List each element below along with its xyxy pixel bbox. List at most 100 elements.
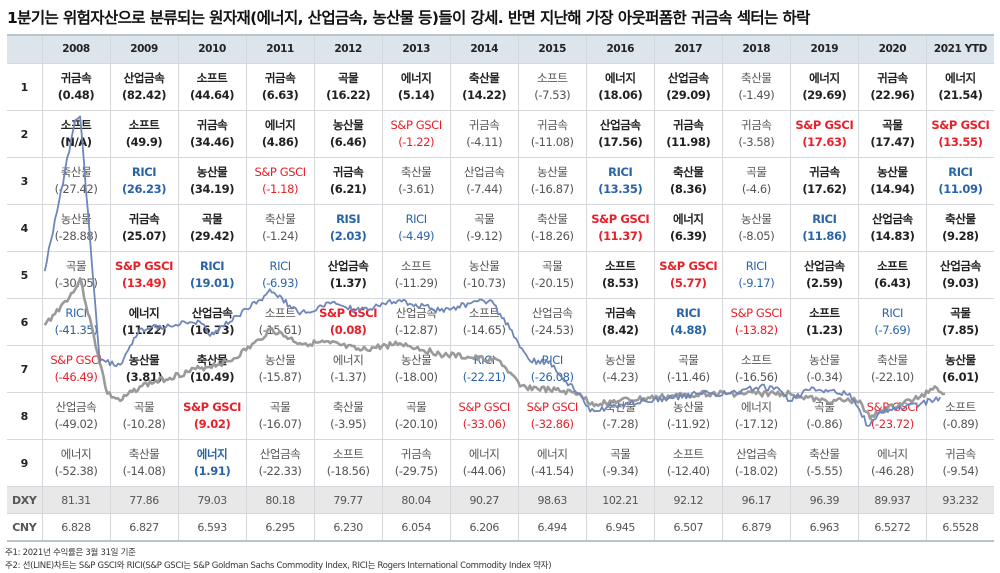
year-header: 2013 bbox=[381, 36, 450, 63]
sector-name: 산업금속 bbox=[940, 259, 981, 273]
sector-name: 소프트 bbox=[400, 259, 432, 273]
sector-return: (2.59) bbox=[806, 276, 843, 290]
sector-name: 곡물 bbox=[746, 165, 767, 179]
sector-cell: 농산물 (-10.73) bbox=[449, 252, 518, 298]
sector-return: (-10.73) bbox=[462, 276, 506, 290]
year-header: 2009 bbox=[109, 36, 178, 63]
sector-name: 귀금속 bbox=[468, 118, 500, 132]
sector-cell: 농산물 (-8.05) bbox=[721, 205, 790, 251]
sector-cell: 곡물 (16.22) bbox=[313, 64, 382, 110]
sector-cell: 소프트 (-11.29) bbox=[381, 252, 450, 298]
sector-name: 농산물 bbox=[128, 353, 160, 367]
sector-cell: 산업금속 (-22.33) bbox=[245, 440, 314, 486]
sector-name: 농산물 bbox=[741, 212, 772, 226]
cny-value: 6.054 bbox=[381, 514, 450, 540]
sector-name: 소프트 bbox=[332, 447, 364, 461]
sector-return: (-11.46) bbox=[666, 370, 710, 384]
dxy-value: 102.21 bbox=[585, 487, 654, 513]
sector-name: 소프트 bbox=[741, 353, 772, 367]
sector-name: RICI bbox=[199, 259, 225, 273]
sector-return: (17.62) bbox=[802, 182, 847, 196]
sector-name: S&P GSCI bbox=[254, 165, 306, 179]
dxy-value: 81.31 bbox=[41, 487, 110, 513]
sector-return: (-3.95) bbox=[330, 417, 367, 431]
rank-label: 5 bbox=[20, 268, 29, 282]
sector-cell: 곡물 (17.47) bbox=[857, 111, 926, 157]
sector-return: (13.35) bbox=[598, 182, 643, 196]
sector-return: (-44.06) bbox=[462, 464, 506, 478]
sector-returns-table: 2008 2009 2010 2011 2012 2013 2014 2015 2016 2017… bbox=[7, 34, 994, 542]
sector-cell: 농산물 (-0.34) bbox=[789, 346, 858, 392]
sector-return: (3.81) bbox=[125, 370, 163, 384]
sector-return: (-9.17) bbox=[738, 276, 775, 290]
sector-return: (-33.06) bbox=[462, 417, 506, 431]
sector-name: S&P GSCI bbox=[458, 400, 511, 414]
rank-row: 5 곡물 (-30.05) S&P GSCI (13.49) RICI (19.01) RIC… bbox=[7, 252, 994, 299]
sector-cell: S&P GSCI (-46.49) bbox=[41, 346, 110, 392]
sector-name: 에너지 bbox=[400, 71, 432, 85]
sector-name: RICI bbox=[65, 306, 87, 320]
sector-name: 농산물 bbox=[945, 353, 976, 367]
sector-return: (-18.26) bbox=[530, 229, 574, 243]
sector-return: (-9.34) bbox=[602, 464, 639, 478]
sector-name: S&P GSCI bbox=[659, 259, 718, 273]
sector-cell: 귀금속 (11.98) bbox=[653, 111, 722, 157]
sector-cell: 에너지 (-41.54) bbox=[517, 440, 586, 486]
sector-return: (-52.38) bbox=[54, 464, 98, 478]
sector-cell: 산업금속 (82.42) bbox=[109, 64, 178, 110]
sector-return: (6.39) bbox=[670, 229, 707, 243]
sector-name: 축산물 bbox=[945, 212, 976, 226]
sector-name: 축산물 bbox=[196, 353, 228, 367]
sector-return: (-18.02) bbox=[734, 464, 778, 478]
sector-return: (13.55) bbox=[938, 135, 983, 149]
sector-cell: 소프트 (44.64) bbox=[177, 64, 246, 110]
sector-name: 축산물 bbox=[128, 447, 160, 461]
sector-cell: 소프트 (8.53) bbox=[585, 252, 654, 298]
sector-name: 귀금속 bbox=[809, 165, 840, 179]
dxy-value: 96.17 bbox=[721, 487, 790, 513]
sector-name: 농산물 bbox=[877, 165, 908, 179]
sector-return: (17.56) bbox=[598, 135, 643, 149]
sector-cell: S&P GSCI (5.77) bbox=[653, 252, 722, 298]
sector-return: (-9.54) bbox=[942, 464, 979, 478]
sector-cell: 농산물 (6.46) bbox=[313, 111, 382, 157]
sector-cell: 소프트 (6.43) bbox=[857, 252, 926, 298]
sector-return: (-11.08) bbox=[530, 135, 574, 149]
sector-name: RICI bbox=[745, 259, 768, 273]
sector-name: 곡물 bbox=[133, 400, 155, 414]
sector-return: (1.91) bbox=[193, 464, 231, 478]
sector-cell: S&P GSCI (9.02) bbox=[177, 393, 246, 439]
sector-name: 귀금속 bbox=[196, 118, 228, 132]
sector-name: 농산물 bbox=[604, 353, 636, 367]
sector-name: S&P GSCI bbox=[931, 118, 990, 132]
sector-return: (-7.69) bbox=[874, 323, 911, 337]
sector-name: RICI bbox=[269, 259, 292, 273]
year-header: 2016 bbox=[585, 36, 654, 63]
sector-cell: 에너지 (-1.37) bbox=[313, 346, 382, 392]
dxy-value: 98.63 bbox=[517, 487, 586, 513]
sector-cell: 축산물 (10.49) bbox=[177, 346, 246, 392]
dxy-value: 93.232 bbox=[925, 487, 994, 513]
sector-name: RICI bbox=[881, 306, 904, 320]
sector-name: 귀금속 bbox=[604, 306, 636, 320]
sector-name: RICI bbox=[541, 353, 564, 367]
sector-return: (-15.87) bbox=[258, 370, 302, 384]
sector-name: 귀금속 bbox=[741, 118, 772, 132]
rank-row: 8 산업금속 (-49.02) 곡물 (-10.28) S&P GSCI (9.02) 곡물 (… bbox=[7, 393, 994, 440]
cny-value: 6.963 bbox=[789, 514, 858, 540]
cny-row: CNY 6.828 6.827 6.593 6.295 6.230 6.054 6.206 6.… bbox=[7, 514, 994, 540]
page-title: 1분기는 위험자산으로 분류되는 원자재(에너지, 산업금속, 농산물 등)들이… bbox=[7, 9, 810, 27]
sector-return: (14.22) bbox=[462, 88, 507, 102]
sector-cell: S&P GSCI (-23.72) bbox=[857, 393, 926, 439]
sector-return: (-16.87) bbox=[530, 182, 574, 196]
sector-name: 농산물 bbox=[196, 165, 228, 179]
sector-cell: 에너지 (1.91) bbox=[177, 440, 246, 486]
sector-return: (-16.07) bbox=[258, 417, 302, 431]
sector-cell: 귀금속 (8.42) bbox=[585, 299, 654, 345]
sector-cell: 산업금속 (-7.44) bbox=[449, 158, 518, 204]
sector-return: (11.37) bbox=[598, 229, 643, 243]
sector-return: (11.22) bbox=[122, 323, 167, 337]
sector-return: (6.43) bbox=[874, 276, 911, 290]
sector-cell: 축산물 (-27.42) bbox=[41, 158, 110, 204]
sector-return: (-13.82) bbox=[734, 323, 778, 337]
